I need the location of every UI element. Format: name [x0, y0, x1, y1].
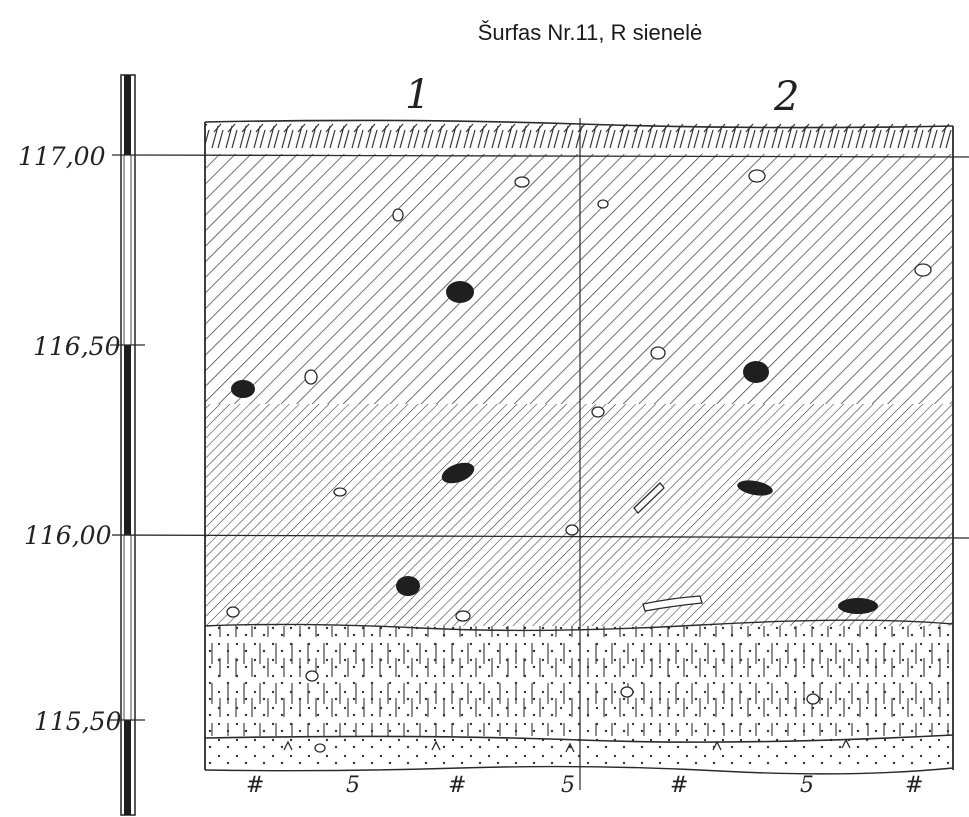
column-label-1: 1 — [405, 72, 430, 118]
hatched-loam-layer — [205, 154, 953, 404]
elevation-label-115-50: 115,50 — [34, 707, 122, 736]
bottom-mark-6: 5 — [800, 773, 814, 798]
elevation-label-116-50: 116,50 — [33, 332, 121, 361]
bottom-mark-7: # — [905, 773, 923, 798]
soil-profile — [204, 118, 954, 790]
sand-band-layer — [205, 738, 953, 770]
bottom-mark-4: 5 — [561, 773, 575, 798]
scale-rod — [120, 74, 136, 816]
bottom-mark-5: # — [670, 773, 688, 798]
elevation-label-116-00: 116,00 — [24, 521, 112, 550]
bottom-mark-3: # — [448, 773, 466, 798]
elevation-label-117-00: 117,00 — [18, 142, 106, 171]
bottom-mark-1: # — [246, 773, 264, 798]
hatched-dense-layer — [205, 404, 953, 626]
elevation-lines — [110, 154, 969, 721]
drawing-title: Šurfas Nr.11, R sienelė — [478, 20, 703, 45]
column-label-2: 2 — [773, 74, 799, 120]
bottom-mark-2: 5 — [346, 773, 360, 798]
